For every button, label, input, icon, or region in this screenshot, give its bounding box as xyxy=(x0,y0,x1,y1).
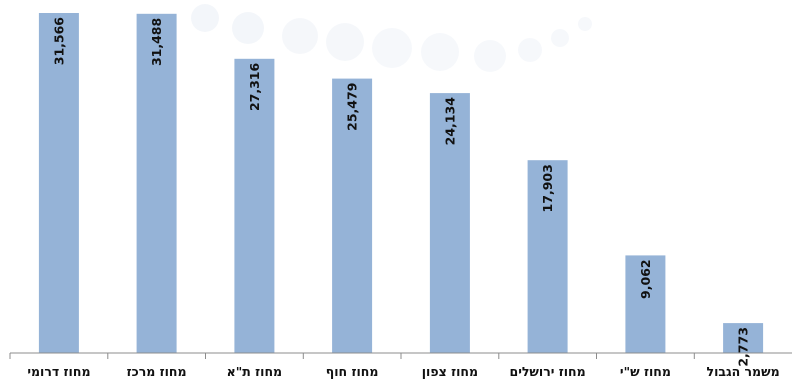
bar-value-label-1: 31,488 xyxy=(149,18,164,66)
category-label-2: מחוז ת"א xyxy=(227,364,282,379)
bar-4 xyxy=(429,93,470,353)
bar-6 xyxy=(625,255,666,353)
bar-5 xyxy=(527,160,568,353)
category-label-4: מחוז צפון xyxy=(422,364,478,379)
category-label-3: מחוז חוף xyxy=(326,364,379,379)
category-labels-group: מחוז דרומי מחוז מרכז מחוז ת"א מחוז חוף מחוז … xyxy=(27,364,779,379)
bar-3 xyxy=(332,78,373,353)
x-axis-ticks xyxy=(9,353,695,359)
bar-value-label-7: 2,773 xyxy=(736,327,751,367)
category-label-1: מחוז מרכז xyxy=(127,364,187,379)
category-label-6: מחוז ש"י xyxy=(620,364,671,379)
bar-2 xyxy=(234,58,275,354)
bar-7 xyxy=(723,323,764,353)
category-label-0: מחוז דרומי xyxy=(27,364,90,379)
bar-value-label-4: 24,134 xyxy=(442,97,457,146)
bar-value-label-6: 9,062 xyxy=(638,259,653,299)
category-label-7: משמר הגבול xyxy=(707,364,780,379)
bar-value-label-5: 17,903 xyxy=(540,164,555,212)
bar-value-label-0: 31,566 xyxy=(51,17,66,66)
bar-value-label-3: 25,479 xyxy=(345,83,360,131)
category-label-5: מחוז ירושלים xyxy=(509,364,585,379)
bar-1 xyxy=(136,13,177,354)
bar-value-label-2: 27,316 xyxy=(247,63,262,112)
bar-labels-group: 31,566 31,488 27,316 25,479 24,134 17,903 9,06… xyxy=(51,17,750,367)
bars-group xyxy=(38,13,764,354)
bar-0 xyxy=(38,13,79,353)
background-decoration xyxy=(191,4,592,72)
